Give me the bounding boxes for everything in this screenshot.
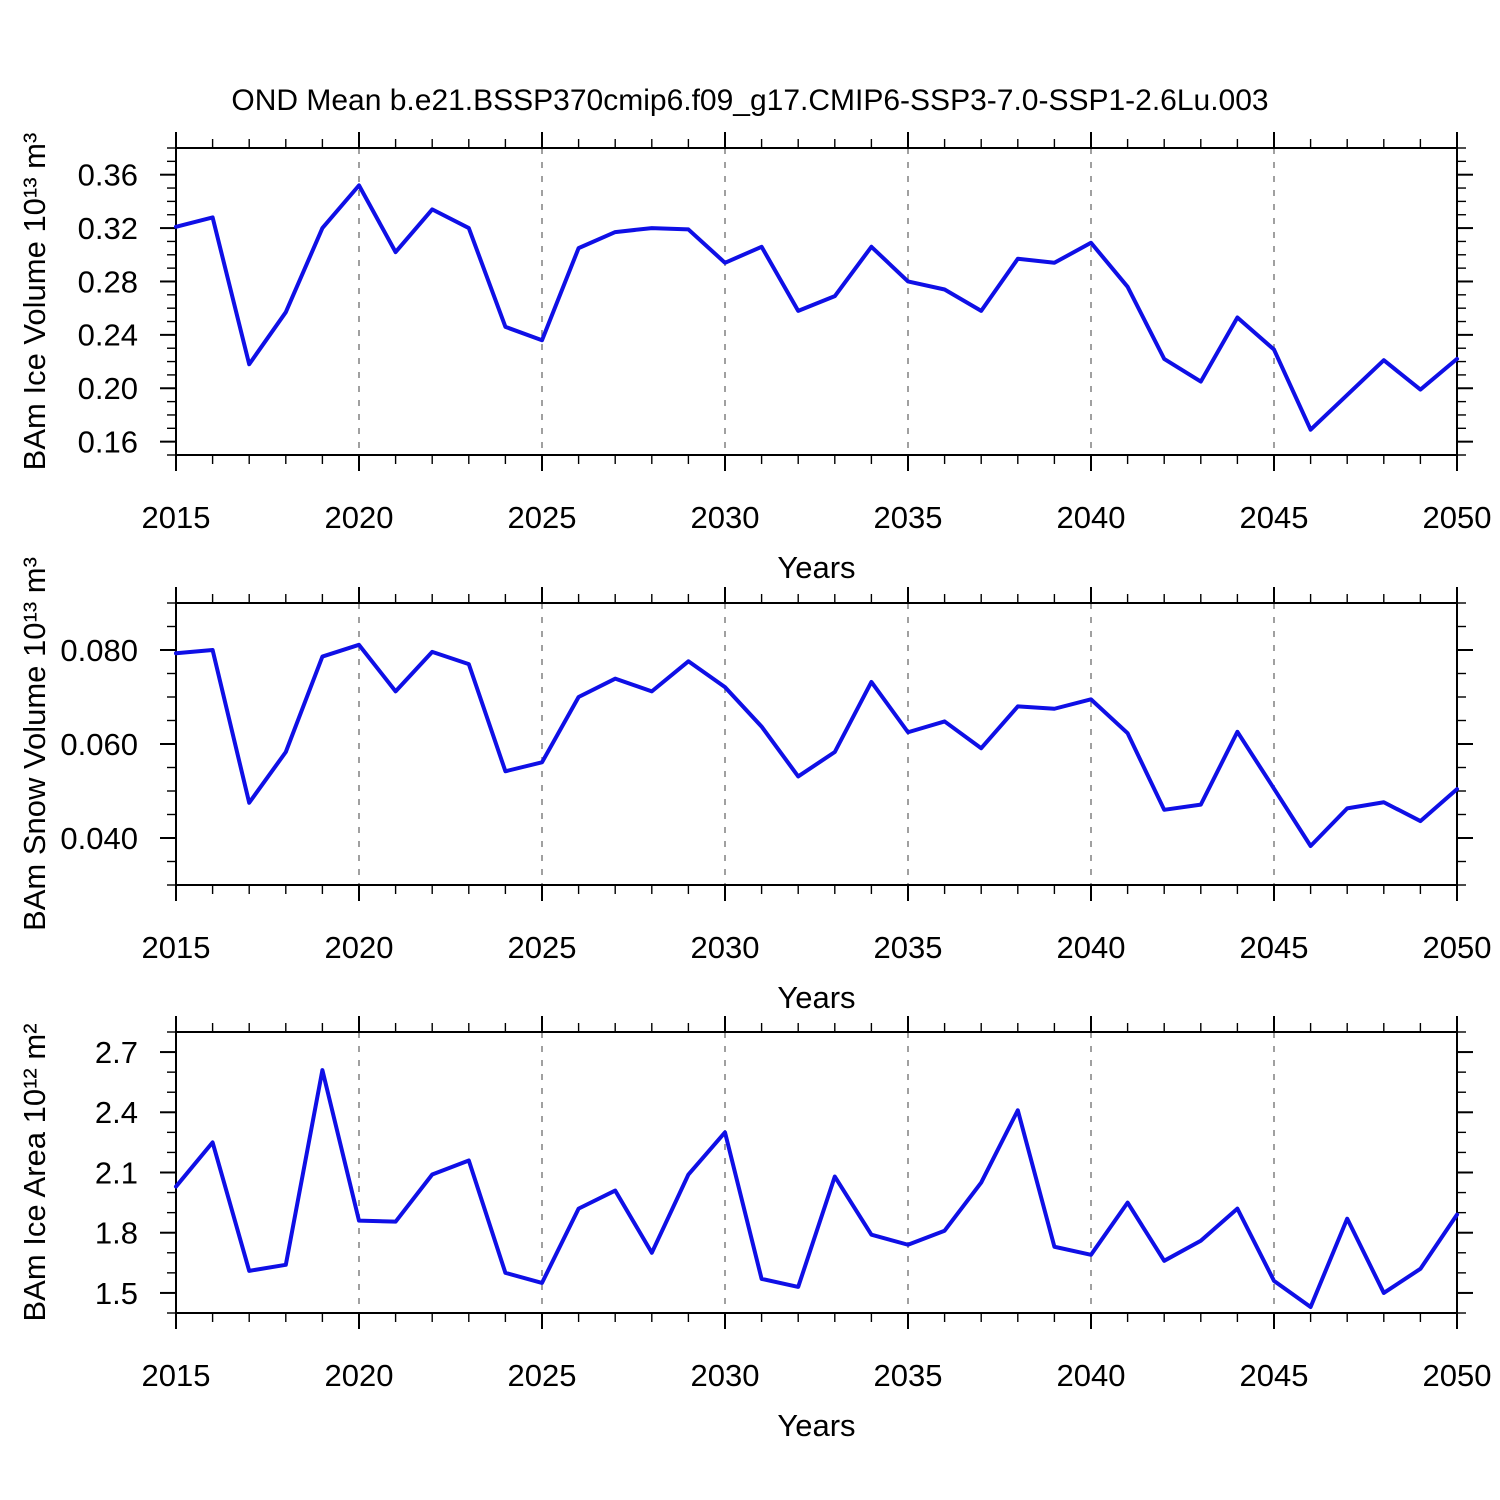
x-tick-label: 2050 xyxy=(1423,1358,1492,1393)
x-tick-label: 2040 xyxy=(1057,500,1126,535)
x-tick-label: 2035 xyxy=(874,500,943,535)
y-tick-label: 0.32 xyxy=(78,211,138,246)
x-tick-label: 2035 xyxy=(874,930,943,965)
y-axis-title: BAm Ice Volume 10¹³ m³ xyxy=(17,133,52,471)
x-tick-label: 2045 xyxy=(1240,1358,1309,1393)
panel-frame xyxy=(175,147,1458,456)
x-tick-label: 2020 xyxy=(325,930,394,965)
x-tick-label: 2035 xyxy=(874,1358,943,1393)
x-tick-label: 2025 xyxy=(508,1358,577,1393)
x-tick-label: 2050 xyxy=(1423,930,1492,965)
y-axis-title: BAm Ice Area 10¹² m² xyxy=(17,1023,52,1321)
x-tick-label: 2025 xyxy=(508,930,577,965)
y-tick-label: 0.24 xyxy=(78,318,138,353)
x-tick-label: 2025 xyxy=(508,500,577,535)
x-tick-label: 2030 xyxy=(691,500,760,535)
figure-title: OND Mean b.e21.BSSP370cmip6.f09_g17.CMIP… xyxy=(231,84,1268,117)
y-tick-label: 0.36 xyxy=(78,158,138,193)
x-tick-label: 2045 xyxy=(1240,930,1309,965)
x-axis-title: Years xyxy=(777,550,855,585)
y-tick-label: 0.080 xyxy=(60,633,138,668)
y-tick-label: 2.1 xyxy=(95,1155,138,1190)
x-axis-title: Years xyxy=(777,980,855,1015)
y-tick-label: 0.060 xyxy=(60,727,138,762)
ice-area-panel: 2015 2020 2025 2030 2035 2040 2045 2050 1.5 1.8 2.… xyxy=(17,1016,1492,1443)
x-tick-label: 2030 xyxy=(691,930,760,965)
x-tick-label: 2045 xyxy=(1240,500,1309,535)
data-line xyxy=(174,1068,1459,1309)
y-axis-title: BAm Snow Volume 10¹³ m³ xyxy=(17,557,52,931)
snow-volume-panel: 2015 2020 2025 2030 2035 2040 2045 2050 0.040 0.0… xyxy=(17,557,1492,1015)
y-tick-label: 1.8 xyxy=(95,1216,138,1251)
x-tick-label: 2040 xyxy=(1057,1358,1126,1393)
y-tick-label: 0.20 xyxy=(78,371,138,406)
x-tick-label: 2030 xyxy=(691,1358,760,1393)
x-axis-title: Years xyxy=(777,1408,855,1443)
y-tick-label: 0.040 xyxy=(60,821,138,856)
data-line xyxy=(174,642,1459,848)
y-tick-label: 0.16 xyxy=(78,425,138,460)
y-tick-label: 2.4 xyxy=(95,1095,138,1130)
panel-frame xyxy=(175,602,1458,886)
x-tick-label: 2020 xyxy=(325,1358,394,1393)
panels-group: 2015 2020 2025 2030 2035 2040 2045 2050 0.16 0.20… xyxy=(17,132,1492,1443)
ice-volume-panel: 2015 2020 2025 2030 2035 2040 2045 2050 0.16 0.20… xyxy=(17,132,1492,585)
panel-frame xyxy=(175,1031,1458,1314)
data-line xyxy=(174,183,1459,432)
y-tick-label: 1.5 xyxy=(95,1276,138,1311)
y-tick-label: 0.28 xyxy=(78,264,138,299)
x-tick-label: 2015 xyxy=(142,500,211,535)
y-tick-label: 2.7 xyxy=(95,1035,138,1070)
x-tick-label: 2015 xyxy=(142,930,211,965)
x-tick-label: 2050 xyxy=(1423,500,1492,535)
x-tick-label: 2020 xyxy=(325,500,394,535)
x-tick-label: 2040 xyxy=(1057,930,1126,965)
x-tick-label: 2015 xyxy=(142,1358,211,1393)
